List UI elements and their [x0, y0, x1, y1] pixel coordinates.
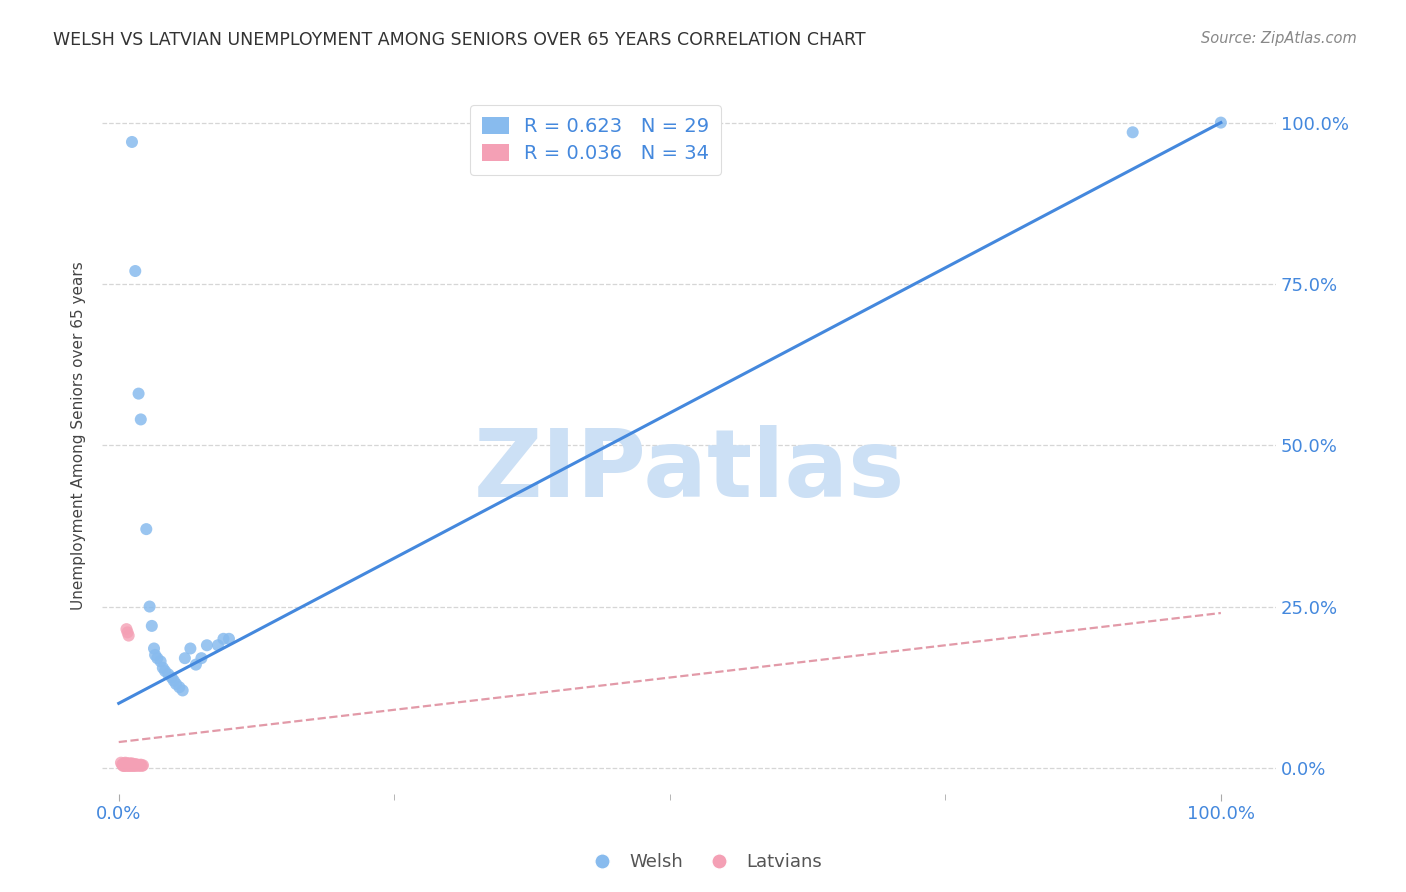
Point — [112, 759, 135, 773]
Point — [120, 759, 142, 773]
Point — [124, 759, 146, 773]
Point — [114, 757, 136, 772]
Point — [1209, 115, 1232, 129]
Point — [118, 759, 141, 773]
Point — [111, 757, 134, 772]
Point — [125, 758, 148, 772]
Point — [179, 641, 201, 656]
Point — [157, 667, 180, 681]
Point — [173, 651, 195, 665]
Point — [117, 758, 139, 772]
Point — [124, 264, 146, 278]
Point — [118, 629, 141, 643]
Point — [143, 641, 166, 656]
Point — [121, 758, 143, 772]
Point — [141, 619, 163, 633]
Point — [112, 756, 135, 771]
Point — [129, 412, 152, 426]
Point — [135, 522, 157, 536]
Point — [212, 632, 235, 646]
Point — [128, 758, 150, 772]
Point — [115, 622, 138, 636]
Point — [207, 638, 229, 652]
Point — [1122, 125, 1144, 139]
Point — [160, 671, 183, 685]
Text: Source: ZipAtlas.com: Source: ZipAtlas.com — [1201, 31, 1357, 46]
Legend: R = 0.623   N = 29, R = 0.036   N = 34: R = 0.623 N = 29, R = 0.036 N = 34 — [470, 105, 721, 175]
Point — [112, 756, 135, 771]
Point — [121, 756, 143, 771]
Point — [128, 759, 150, 773]
Point — [132, 758, 155, 772]
Point — [117, 756, 139, 771]
Point — [165, 677, 187, 691]
Text: WELSH VS LATVIAN UNEMPLOYMENT AMONG SENIORS OVER 65 YEARS CORRELATION CHART: WELSH VS LATVIAN UNEMPLOYMENT AMONG SENI… — [53, 31, 866, 49]
Point — [118, 757, 141, 772]
Point — [146, 651, 169, 665]
Point — [124, 756, 146, 771]
Point — [152, 661, 174, 675]
Text: ZIPatlas: ZIPatlas — [474, 425, 905, 517]
Point — [129, 757, 152, 772]
Y-axis label: Unemployment Among Seniors over 65 years: Unemployment Among Seniors over 65 years — [72, 261, 86, 610]
Point — [115, 759, 138, 773]
Point — [169, 680, 191, 694]
Point — [218, 632, 240, 646]
Point — [112, 759, 135, 773]
Legend: Welsh, Latvians: Welsh, Latvians — [576, 847, 830, 879]
Point — [153, 664, 176, 678]
Point — [149, 654, 172, 668]
Point — [138, 599, 160, 614]
Point — [172, 683, 194, 698]
Point — [122, 757, 145, 772]
Point — [110, 756, 132, 770]
Point — [128, 386, 150, 401]
Point — [112, 758, 135, 772]
Point — [120, 756, 142, 771]
Point — [118, 758, 141, 772]
Point — [131, 759, 153, 773]
Point — [115, 756, 138, 771]
Point — [114, 756, 136, 770]
Point — [184, 657, 207, 672]
Point — [122, 758, 145, 772]
Point — [143, 648, 166, 662]
Point — [190, 651, 212, 665]
Point — [163, 673, 186, 688]
Point — [122, 759, 145, 773]
Point — [127, 757, 149, 772]
Point — [195, 638, 218, 652]
Point — [117, 625, 139, 640]
Point — [121, 135, 143, 149]
Point — [118, 756, 141, 771]
